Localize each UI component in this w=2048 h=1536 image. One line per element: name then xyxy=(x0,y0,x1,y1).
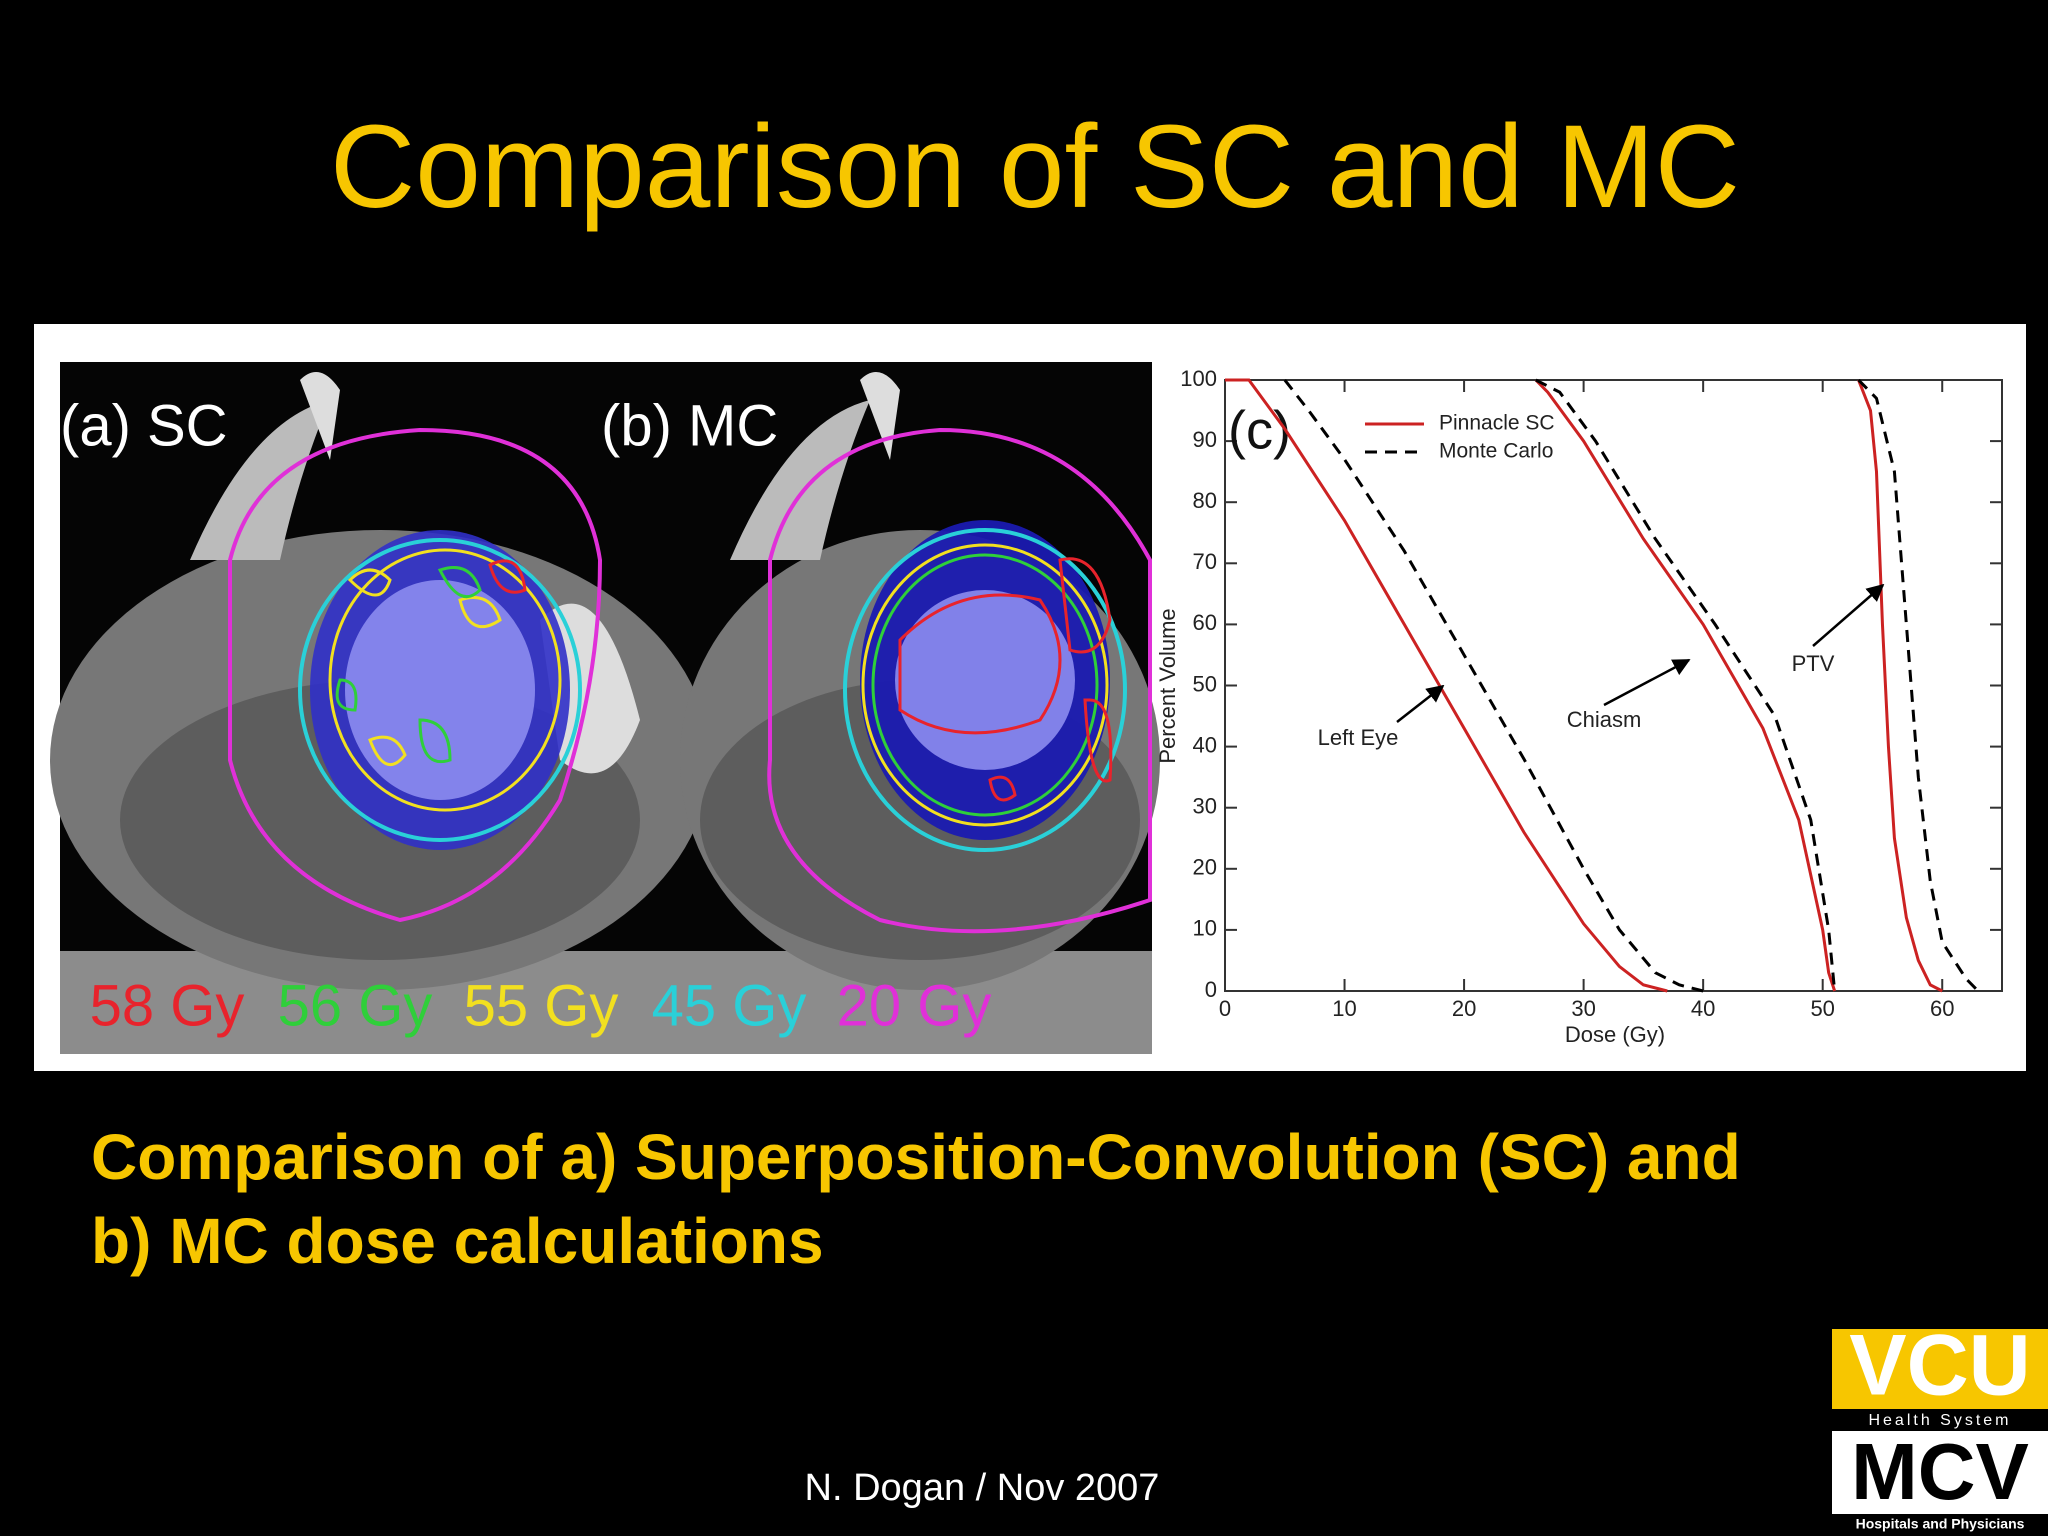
logo-text: MCV xyxy=(1851,1427,2029,1516)
logo-text: Health System xyxy=(1868,1412,2011,1429)
y-tick-label: 40 xyxy=(1193,732,1217,757)
dose-label: 20 Gy xyxy=(837,973,992,1038)
annotation-arrow xyxy=(1603,658,1691,707)
y-tick-label: 30 xyxy=(1193,794,1217,819)
panel-label: (c) xyxy=(1228,400,1291,460)
dose-label: 45 Gy xyxy=(652,973,807,1038)
annotation-arrow xyxy=(1396,684,1445,723)
y-tick-label: 80 xyxy=(1193,488,1217,513)
y-tick-label: 90 xyxy=(1193,427,1217,452)
dose-label: 56 Gy xyxy=(278,973,433,1038)
dose-legend: 58 Gy 56 Gy 55 Gy 45 Gy 20 Gy xyxy=(90,973,992,1038)
legend-label: Monte Carlo xyxy=(1439,440,1553,463)
annotation: PTV xyxy=(1792,651,1835,676)
dvh-curve xyxy=(1534,378,1837,992)
dvh-chart: 0 10 20 30 40 50 60 0 10 20 30 40 50 60 70 80 90 100 Dose … xyxy=(1155,366,2003,1047)
y-tick-label: 50 xyxy=(1193,671,1217,696)
y-tick-label: 70 xyxy=(1193,549,1217,574)
slide-title: Comparison of SC and MC xyxy=(330,101,1740,233)
y-tick-label: 10 xyxy=(1193,916,1217,941)
dose-label: 55 Gy xyxy=(464,973,619,1038)
logo: VCU Health System MCV Hospitals and Phys… xyxy=(1832,1318,2048,1536)
y-axis-label: Percent Volume xyxy=(1155,608,1180,763)
logo-band xyxy=(1832,1514,2048,1536)
annotation: Chiasm xyxy=(1567,707,1642,732)
x-tick-label: 30 xyxy=(1571,996,1595,1021)
annotation: Left Eye xyxy=(1318,725,1399,750)
dvh-curve xyxy=(1225,378,1668,993)
x-tick-label: 20 xyxy=(1452,996,1476,1021)
logo-text: VCU xyxy=(1849,1318,2031,1414)
y-tick-label: 20 xyxy=(1193,855,1217,880)
dose-label: 58 Gy xyxy=(90,973,245,1038)
logo-band xyxy=(1832,1409,2048,1431)
legend-label: Pinnacle SC xyxy=(1439,412,1555,435)
x-axis-label: Dose (Gy) xyxy=(1565,1022,1665,1047)
x-tick-label: 50 xyxy=(1810,996,1834,1021)
y-tick-label: 0 xyxy=(1205,977,1217,1002)
ct-panel-a xyxy=(50,372,710,990)
dvh-curve xyxy=(1283,379,1704,993)
x-tick-label: 10 xyxy=(1332,996,1356,1021)
x-tick-label: 40 xyxy=(1691,996,1715,1021)
footer: N. Dogan / Nov 2007 xyxy=(805,1467,1160,1509)
logo-top xyxy=(1832,1329,2048,1409)
panel-label: (a) SC xyxy=(60,393,228,458)
x-tick-label: 60 xyxy=(1930,996,1954,1021)
dvh-curve xyxy=(1857,378,1980,993)
y-tick-label: 60 xyxy=(1193,610,1217,635)
caption-line: Comparison of a) Superposition-Convoluti… xyxy=(91,1121,1741,1193)
x-tick-label: 0 xyxy=(1219,996,1231,1021)
dvh-curve xyxy=(1535,378,1837,992)
panel-label: (b) MC xyxy=(601,393,778,458)
dvh-curve xyxy=(1857,379,1943,993)
logo-text: Hospitals and Physicians xyxy=(1856,1516,2025,1532)
caption-line: b) MC dose calculations xyxy=(91,1205,824,1277)
ct-panel-b xyxy=(680,372,1160,990)
annotation-arrow xyxy=(1812,583,1885,647)
y-tick-label: 100 xyxy=(1180,366,1217,391)
